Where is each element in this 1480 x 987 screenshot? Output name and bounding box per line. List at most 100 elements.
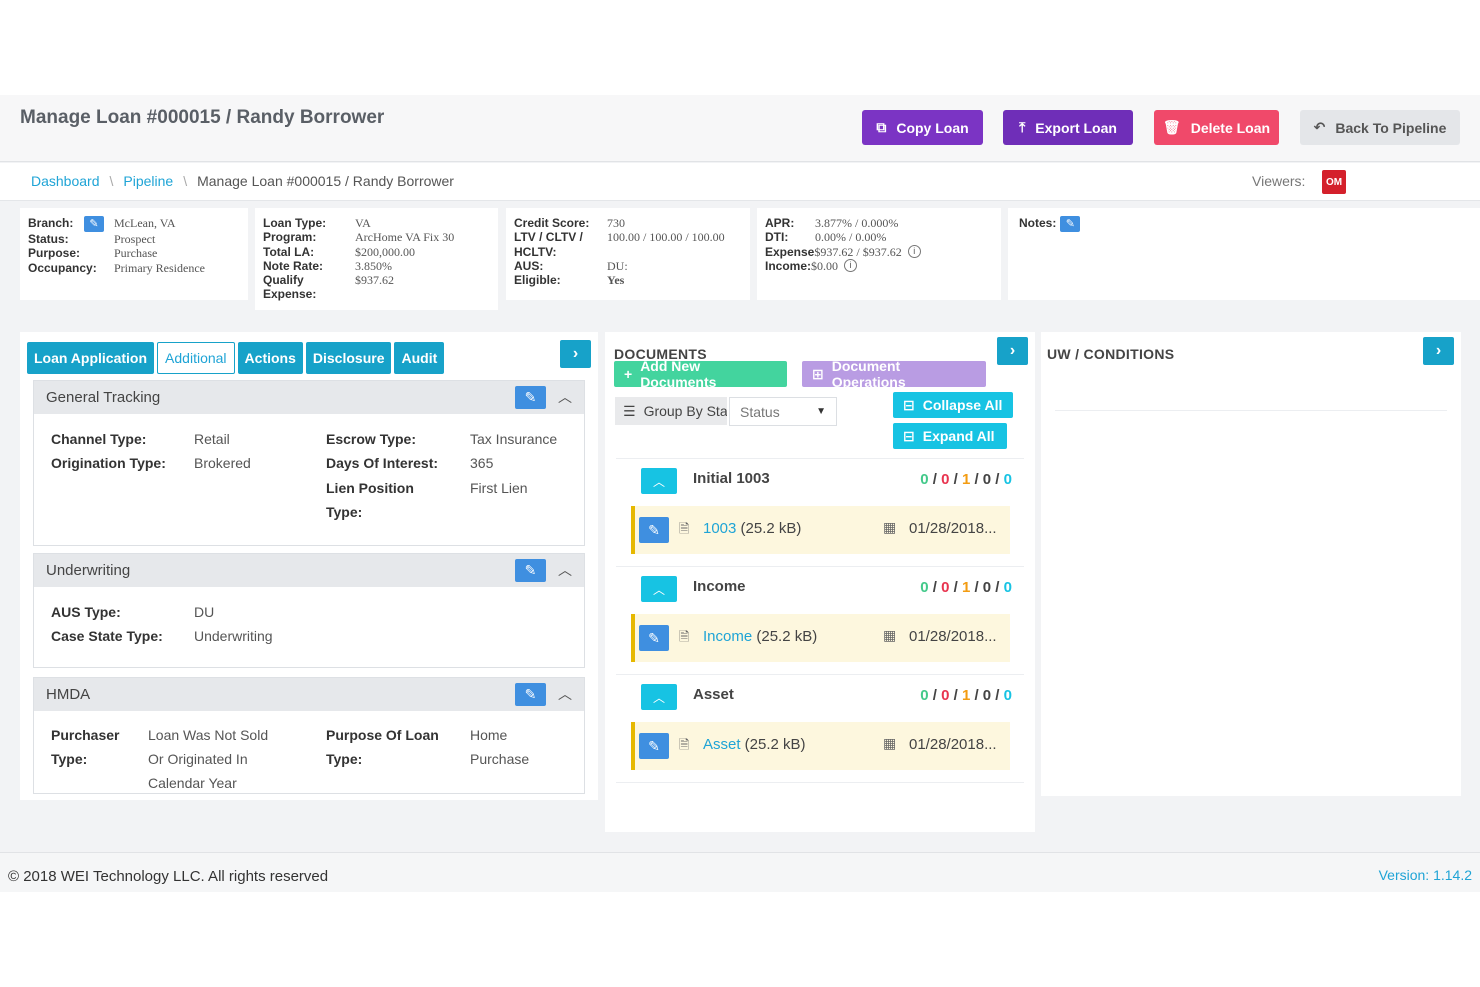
back-to-pipeline-button[interactable]: ↶ Back To Pipeline	[1300, 110, 1460, 145]
channel-type-value: Retail	[194, 431, 230, 447]
document-link[interactable]: Income	[703, 628, 753, 645]
add-new-documents-label: Add New Documents	[640, 358, 717, 390]
delete-loan-button[interactable]: 🗑 Delete Loan	[1154, 110, 1279, 145]
group-divider	[616, 674, 1024, 675]
document-name: 1003 (25.2 kB)	[703, 520, 801, 537]
hmda-header[interactable]: HMDA ✎ ︿	[34, 678, 584, 711]
days-of-interest-key: Days Of Interest:	[326, 455, 439, 471]
notes-edit-icon[interactable]: ✎	[1060, 216, 1081, 232]
copy-icon: ⧉	[876, 119, 887, 135]
expand-all-label: Expand All	[922, 428, 995, 444]
loan-manager-app: Manage Loan #000015 / Randy Borrower ⧉ C…	[0, 95, 1480, 892]
group-toggle-button[interactable]: ︿	[641, 684, 677, 710]
uw-expand-button[interactable]: ›	[1423, 337, 1454, 365]
underwriting-edit-button[interactable]: ✎	[515, 559, 546, 582]
group-toggle-button[interactable]: ︿	[641, 576, 677, 602]
tab-loan-application[interactable]: Loan Application	[27, 342, 155, 374]
apr-key: APR:	[765, 216, 795, 230]
edit-icon: ✎	[524, 389, 537, 405]
left-panel-expand-button[interactable]: ›	[560, 340, 591, 368]
upload-icon: ⤒	[1019, 119, 1026, 135]
document-row[interactable]: ✎ 🗎 1003 (25.2 kB) ▦ 01/28/2018...	[631, 506, 1010, 554]
document-edit-button[interactable]: ✎	[639, 625, 669, 651]
documents-title: DOCUMENTS	[614, 346, 707, 362]
hcltv-key: HCLTV:	[514, 244, 557, 259]
general-tracking-edit-button[interactable]: ✎	[515, 386, 546, 409]
purpose-value: Purchase	[114, 246, 158, 261]
document-row[interactable]: ✎ 🗎 Asset (25.2 kB) ▦ 01/28/2018...	[631, 722, 1010, 770]
general-tracking-section: General Tracking ✎ ︿ Channel Type: Retai…	[33, 380, 585, 546]
document-date: 01/28/2018...	[909, 520, 997, 537]
breadcrumb-dashboard[interactable]: Dashboard	[31, 173, 100, 189]
summary-card-loan: Loan Type: VA Program: ArcHome VA Fix 30 T…	[255, 208, 498, 310]
chevron-up-icon: ︿	[652, 474, 665, 489]
document-edit-button[interactable]: ✎	[639, 517, 669, 543]
collapse-all-button[interactable]: ⊟ Collapse All	[893, 392, 1013, 418]
group-divider	[616, 782, 1024, 783]
hmda-title: HMDA	[46, 686, 91, 703]
delete-loan-label: Delete Loan	[1190, 119, 1271, 136]
count-gray: 0	[982, 579, 992, 596]
pdf-file-icon: 🗎	[679, 629, 690, 644]
tab-additional[interactable]: Additional	[157, 342, 235, 374]
edit-icon: ✎	[648, 629, 660, 646]
viewer-avatar[interactable]: OM	[1322, 170, 1346, 194]
count-gray: 0	[982, 687, 992, 704]
document-group: ︿ Asset 0 / 0 / 1 / 0 / 0 ✎ 🗎 Asset (25.…	[616, 674, 1024, 782]
document-link[interactable]: Asset	[703, 736, 741, 753]
collapse-icon: ⊟	[903, 396, 915, 413]
origination-type-key: Origination Type:	[51, 455, 166, 471]
income-info-icon[interactable]: i	[844, 258, 858, 272]
document-link[interactable]: 1003	[703, 520, 737, 537]
program-value: ArcHome VA Fix 30	[355, 230, 455, 245]
footer: © 2018 WEI Technology LLC. All rights re…	[0, 852, 1480, 892]
document-date: 01/28/2018...	[909, 736, 997, 753]
group-by-control[interactable]: ☰ Group By Sta	[615, 397, 727, 425]
count-red: 0	[941, 471, 950, 488]
copy-loan-button[interactable]: ⧉ Copy Loan	[862, 110, 983, 145]
note-rate-value: 3.850%	[355, 258, 392, 273]
chevron-up-icon[interactable]: ︿	[558, 389, 572, 405]
purpose-of-loan-value-line2: Purchase	[470, 751, 530, 767]
breadcrumb-pipeline[interactable]: Pipeline	[123, 173, 174, 189]
document-date: 01/28/2018...	[909, 628, 997, 645]
document-edit-button[interactable]: ✎	[639, 733, 669, 759]
document-row[interactable]: ✎ 🗎 Income (25.2 kB) ▦ 01/28/2018...	[631, 614, 1010, 662]
tab-audit[interactable]: Audit	[394, 342, 445, 374]
expand-all-button[interactable]: ⊟ Expand All	[893, 423, 1007, 449]
total-la-key: Total LA:	[263, 244, 315, 259]
tab-actions[interactable]: Actions	[237, 342, 303, 374]
export-loan-button[interactable]: ⤒ Export Loan	[1003, 110, 1133, 145]
edit-icon: ✎	[524, 686, 537, 702]
branch-edit-icon[interactable]: ✎	[84, 216, 104, 232]
group-name: Asset	[693, 686, 734, 703]
origination-type-value: Brokered	[194, 455, 251, 471]
expense-info-icon[interactable]: i	[907, 244, 921, 258]
general-tracking-header[interactable]: General Tracking ✎ ︿	[34, 381, 584, 414]
breadcrumb: Dashboard \ Pipeline \ Manage Loan #0000…	[31, 173, 454, 189]
general-tracking-title: General Tracking	[46, 389, 161, 406]
documents-expand-button[interactable]: ›	[997, 337, 1028, 365]
add-new-documents-button[interactable]: + Add New Documents	[614, 358, 787, 390]
chevron-up-icon[interactable]: ︿	[558, 562, 572, 578]
tab-disclosure[interactable]: Disclosure	[305, 342, 392, 374]
breadcrumb-separator: \	[109, 173, 114, 189]
document-operations-button[interactable]: ⊞ Document Operations	[802, 358, 986, 390]
count-green: 0	[920, 687, 929, 704]
escrow-type-key: Escrow Type:	[326, 431, 416, 447]
expense-value: $937.62 / $937.62	[814, 244, 902, 259]
underwriting-header[interactable]: Underwriting ✎ ︿	[34, 554, 584, 587]
ltv-value: 100.00 / 100.00 / 100.00	[607, 230, 725, 245]
version-text: Version: 1.14.2	[1378, 867, 1472, 883]
document-group: ︿ Initial 1003 0 / 0 / 1 / 0 / 0 ✎ 🗎 100…	[616, 458, 1024, 566]
group-by-status-select[interactable]: Status ▼	[729, 397, 837, 426]
group-toggle-button[interactable]: ︿	[641, 468, 677, 494]
copy-loan-label: Copy Loan	[896, 119, 969, 136]
documents-panel: DOCUMENTS › + Add New Documents ⊞ Docume…	[605, 332, 1035, 832]
back-to-pipeline-label: Back To Pipeline	[1335, 119, 1447, 136]
uw-conditions-title: UW / CONDITIONS	[1047, 346, 1175, 362]
chevron-up-icon[interactable]: ︿	[558, 686, 572, 702]
hmda-edit-button[interactable]: ✎	[515, 683, 546, 706]
document-name: Income (25.2 kB)	[703, 628, 817, 645]
list-icon: ☰	[623, 402, 636, 419]
